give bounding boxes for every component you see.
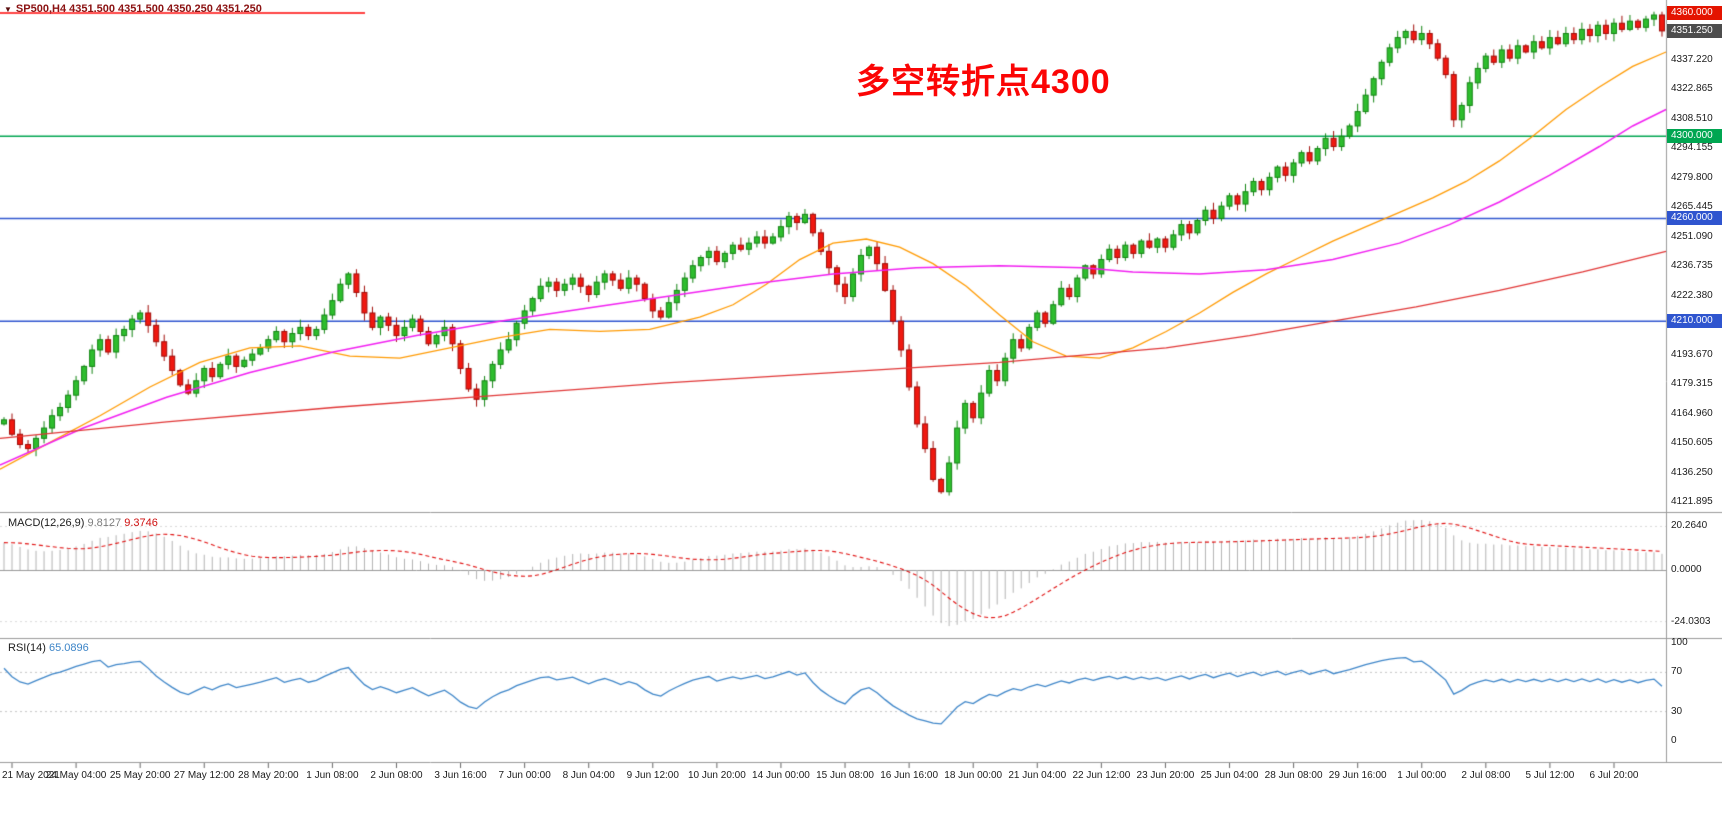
price-axis-label: 4236.735 bbox=[1671, 260, 1713, 272]
price-axis-label: 4179.315 bbox=[1671, 378, 1713, 390]
rsi-indicator-title: RSI(14) 65.0896 bbox=[8, 642, 89, 654]
macd-axis-label: -24.0303 bbox=[1671, 615, 1711, 627]
symbol-ohlc-header: ▼ SP500,H4 4351.500 4351.500 4350.250 435… bbox=[4, 3, 262, 15]
symbol-dropdown-icon[interactable]: ▼ bbox=[4, 4, 12, 14]
rsi-axis-label: 30 bbox=[1671, 705, 1683, 717]
time-axis-label: 28 Jun 08:00 bbox=[1264, 770, 1323, 781]
time-axis-label: 21 May 2021 bbox=[2, 770, 60, 781]
price-axis-label: 4164.960 bbox=[1671, 407, 1713, 419]
time-axis-label: 23 Jun 20:00 bbox=[1136, 770, 1195, 781]
price-axis-label: 4322.865 bbox=[1671, 83, 1713, 95]
price-axis-label: 4193.670 bbox=[1671, 348, 1713, 360]
time-axis-label: 25 May 20:00 bbox=[109, 770, 171, 781]
time-axis-label: 8 Jun 04:00 bbox=[562, 770, 615, 781]
price-axis-label: 4337.220 bbox=[1671, 53, 1713, 65]
rsi-title-label: RSI(14) bbox=[8, 642, 46, 654]
time-axis-label: 10 Jun 20:00 bbox=[687, 770, 746, 781]
time-axis-label: 28 May 20:00 bbox=[238, 770, 299, 781]
price-badge: 4351.250 bbox=[1667, 23, 1722, 38]
price-axis-label: 4136.250 bbox=[1671, 466, 1713, 478]
time-axis-label: 5 Jul 12:00 bbox=[1525, 770, 1575, 781]
price-axis-label: 4150.605 bbox=[1671, 437, 1713, 449]
time-axis-label: 7 Jun 00:00 bbox=[498, 770, 551, 781]
price-axis-label: 4308.510 bbox=[1671, 112, 1713, 124]
time-axis-label: 22 Jun 12:00 bbox=[1072, 770, 1131, 781]
price-badge: 4360.000 bbox=[1667, 5, 1722, 20]
time-axis-label: 1 Jun 08:00 bbox=[306, 770, 359, 781]
price-axis-label: 4222.380 bbox=[1671, 289, 1713, 301]
time-axis-label: 3 Jun 16:00 bbox=[434, 770, 487, 781]
time-axis-label: 16 Jun 16:00 bbox=[880, 770, 939, 781]
time-axis-label: 14 Jun 00:00 bbox=[752, 770, 810, 781]
rsi-axis-label: 100 bbox=[1671, 637, 1688, 648]
time-axis-label: 1 Jul 00:00 bbox=[1397, 770, 1447, 781]
rsi-axis-label: 70 bbox=[1671, 666, 1683, 678]
macd-main-value: 9.8127 bbox=[87, 517, 122, 529]
time-axis-label: 15 Jun 08:00 bbox=[816, 770, 874, 781]
time-axis-label: 2 Jun 08:00 bbox=[370, 770, 423, 781]
macd-axis-label: 20.2640 bbox=[1671, 520, 1708, 532]
price-axis-label: 4279.800 bbox=[1671, 171, 1713, 183]
time-axis-label: 29 Jun 16:00 bbox=[1328, 770, 1387, 781]
price-badge: 4260.000 bbox=[1667, 211, 1722, 226]
time-axis-label: 24 May 04:00 bbox=[45, 770, 107, 781]
time-axis-label: 25 Jun 04:00 bbox=[1200, 770, 1259, 781]
rsi-axis-label: 0 bbox=[1671, 735, 1677, 746]
time-axis-label: 9 Jun 12:00 bbox=[626, 770, 679, 781]
symbol-ohlc-text: SP500,H4 4351.500 4351.500 4350.250 4351… bbox=[15, 3, 262, 15]
macd-signal-value: 9.3746 bbox=[124, 517, 158, 529]
time-axis-label: 6 Jul 20:00 bbox=[1589, 770, 1639, 781]
annotation-text: 多空转折点4300 bbox=[856, 63, 1111, 101]
price-axis-label: 4121.895 bbox=[1671, 496, 1713, 508]
price-axis-label: 4265.445 bbox=[1671, 201, 1713, 213]
rsi-value: 65.0896 bbox=[48, 642, 89, 654]
macd-title-label: MACD(12,26,9) bbox=[8, 517, 85, 529]
time-axis-label: 21 Jun 04:00 bbox=[1008, 770, 1067, 781]
macd-axis-label: 0.0000 bbox=[1671, 564, 1702, 575]
time-axis-label: 18 Jun 00:00 bbox=[944, 770, 1003, 781]
macd-indicator-title: MACD(12,26,9) 9.8127 9.3746 bbox=[8, 517, 158, 529]
time-axis-label: 27 May 12:00 bbox=[173, 770, 235, 781]
price-badge: 4210.000 bbox=[1667, 314, 1722, 329]
price-axis-label: 4251.090 bbox=[1671, 230, 1713, 242]
price-badge: 4300.000 bbox=[1667, 129, 1722, 144]
time-axis-label: 2 Jul 08:00 bbox=[1461, 770, 1511, 781]
price-axis-label: 4294.155 bbox=[1671, 142, 1713, 154]
